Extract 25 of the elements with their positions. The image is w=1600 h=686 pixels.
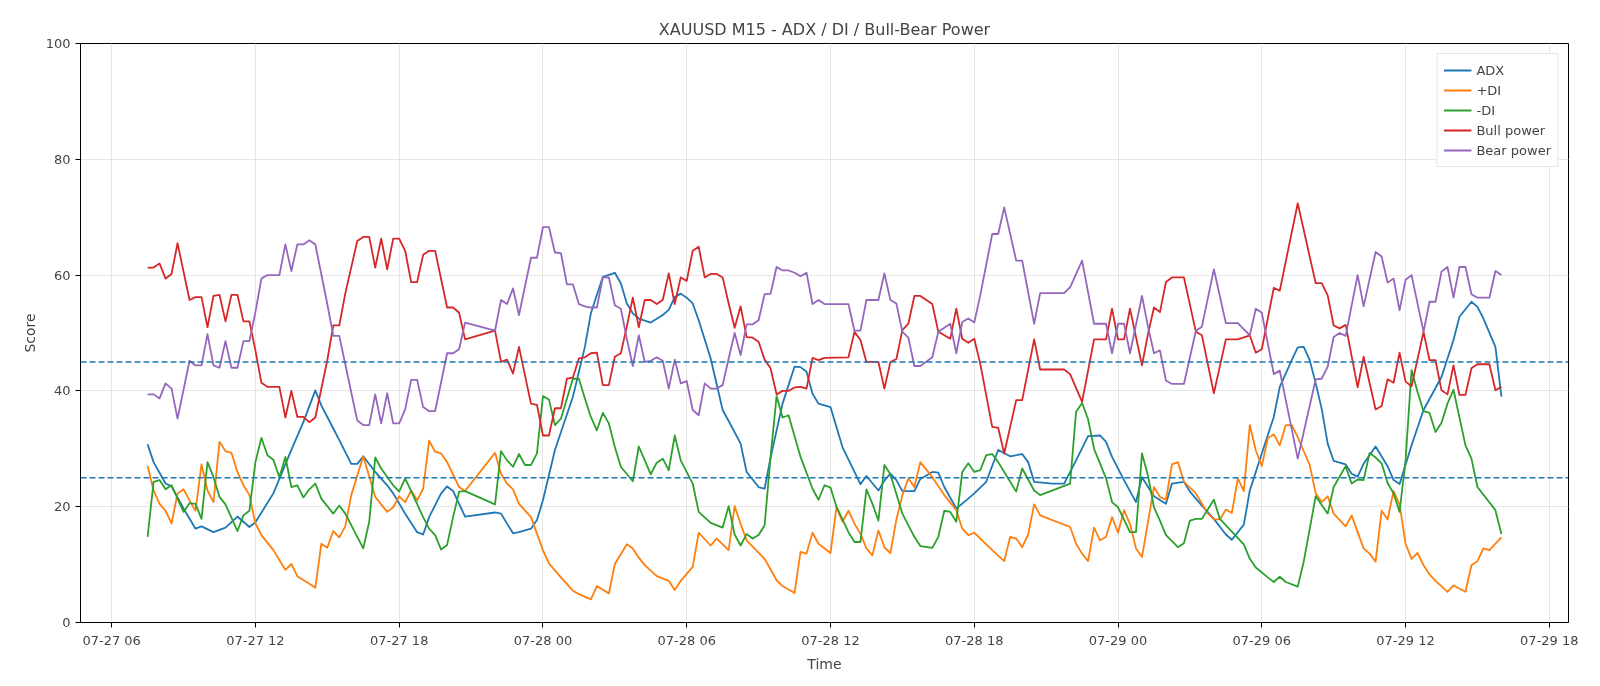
x-axis-title: Time [806, 655, 842, 672]
x-tick-label: 07-28 00 [513, 632, 573, 648]
legend-label: Bear power [1476, 142, 1551, 158]
x-tick-label: 07-27 06 [82, 632, 141, 648]
y-tick-label: 100 [45, 36, 71, 51]
legend-label: -DI [1476, 102, 1496, 118]
y-tick-label: 80 [53, 151, 71, 167]
legend-label: Bull power [1476, 122, 1546, 138]
x-tick-label: 07-29 06 [1232, 632, 1292, 648]
legend-label: +DI [1476, 82, 1502, 98]
x-tick-label: 07-29 00 [1088, 632, 1148, 648]
x-tick-label: 07-27 12 [226, 632, 285, 648]
x-tick-label: 07-27 18 [369, 632, 429, 648]
x-tick-label: 07-28 06 [657, 632, 716, 648]
x-tick-label: 07-28 18 [945, 632, 1004, 648]
x-tick-label: 07-28 12 [801, 632, 860, 648]
chart-title: XAUUSD M15 - ADX / DI / Bull-Bear Power [658, 19, 991, 39]
y-tick-label: 20 [53, 499, 71, 515]
y-tick-label: 60 [53, 267, 71, 283]
x-tick-label: 07-29 12 [1376, 632, 1435, 648]
legend-label: ADX [1476, 62, 1505, 78]
y-tick-label: 40 [53, 383, 71, 399]
x-tick-label: 07-29 18 [1520, 632, 1579, 648]
y-tick-label: 0 [62, 615, 71, 630]
y-axis-title: Score [21, 313, 38, 353]
